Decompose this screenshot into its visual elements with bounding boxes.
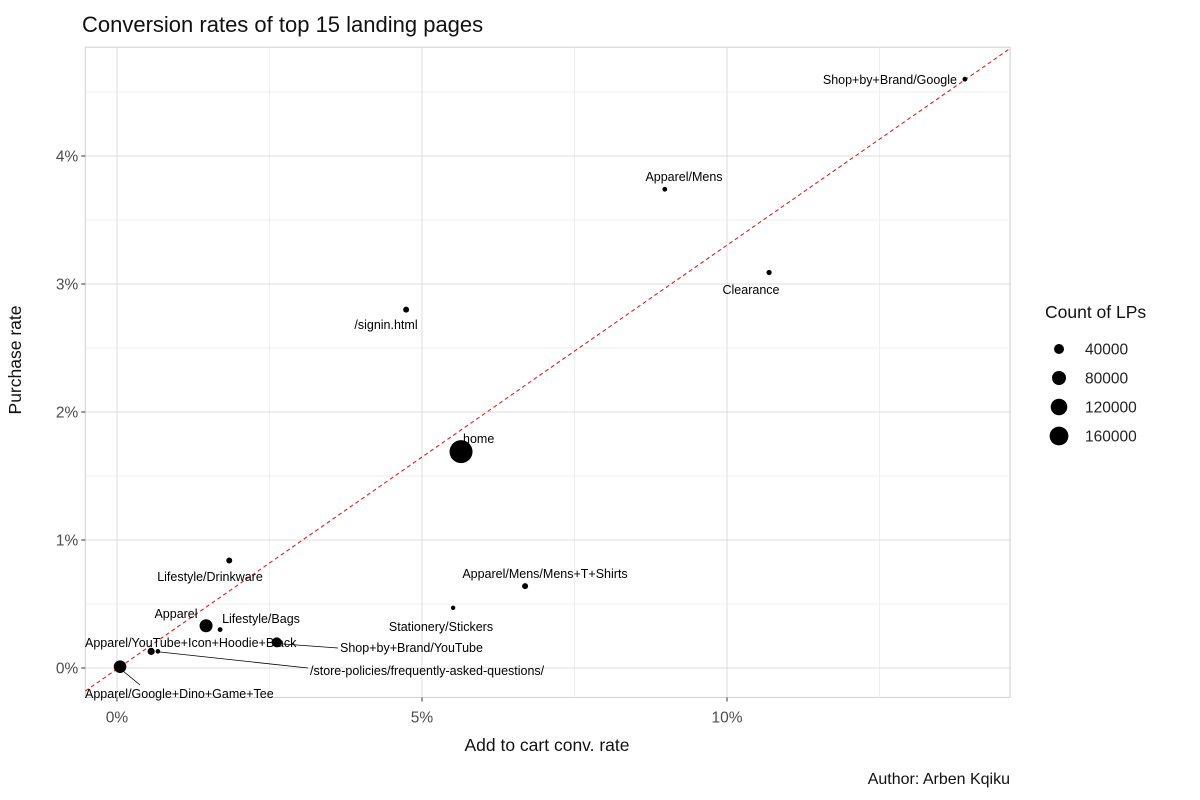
- data-point: [962, 76, 968, 82]
- legend-title: Count of LPs: [1045, 302, 1146, 322]
- data-point: [217, 627, 223, 632]
- y-axis-tick-label: 3%: [56, 277, 79, 294]
- data-point-label: Apparel/Mens: [645, 170, 722, 184]
- data-point-label: Lifestyle/Bags: [222, 612, 300, 626]
- data-point: [199, 619, 213, 633]
- legend-size-label: 40000: [1085, 342, 1128, 359]
- data-point: [226, 557, 233, 564]
- panel-background: [84, 46, 1011, 698]
- x-axis-tick-label: 10%: [711, 709, 742, 726]
- label-leader-line: [122, 670, 141, 686]
- y-axis-tick-label: 2%: [56, 405, 79, 422]
- data-point: [766, 269, 772, 276]
- label-leader-line: [159, 651, 309, 669]
- plot-panel: [84, 46, 1011, 698]
- data-point-label: Shop+by+Brand/Google: [823, 73, 957, 87]
- data-point: [522, 583, 529, 590]
- data-point: [403, 306, 410, 313]
- y-axis-title: Purchase rate: [5, 306, 25, 415]
- data-point-label: Clearance: [723, 283, 780, 297]
- chart-title: Conversion rates of top 15 landing pages: [82, 12, 483, 37]
- data-layer: 0% 5% 10% 0% 1% 2% 3% 4% Shop+by+Brand/Google App…: [56, 48, 1137, 726]
- data-point-label: Apparel/Google+Dino+Game+Tee: [85, 687, 274, 701]
- data-point-label: Apparel/YouTube+Icon+Hoodie+Black: [85, 636, 297, 650]
- legend-size-label: 80000: [1085, 371, 1128, 388]
- data-point-label: Lifestyle/Drinkware: [157, 570, 263, 584]
- author-credit: Author: Arben Kqiku: [868, 771, 1010, 788]
- data-point: [271, 637, 282, 648]
- legend-size-dot: [1054, 344, 1064, 354]
- x-axis-tick-label: 5%: [411, 709, 434, 726]
- legend-size-label: 160000: [1085, 429, 1137, 446]
- data-point-label: /signin.html: [354, 318, 417, 332]
- data-point: [147, 647, 155, 655]
- data-point-label: /store-policies/frequently-asked-questio…: [310, 664, 545, 678]
- data-point: [155, 649, 161, 654]
- y-axis-tick-label: 4%: [56, 149, 79, 166]
- data-point-label: home: [463, 432, 494, 446]
- data-point-label: Apparel: [154, 607, 197, 621]
- data-point: [662, 186, 668, 192]
- legend-size-dot: [1049, 426, 1069, 446]
- x-axis-tick-label: 0%: [106, 709, 129, 726]
- reference-line: [84, 48, 1011, 692]
- legend-size-label: 120000: [1085, 400, 1137, 417]
- data-point-label: Shop+by+Brand/YouTube: [340, 641, 483, 655]
- x-axis-title: Add to cart conv. rate: [464, 735, 629, 755]
- legend-size-dot: [1052, 371, 1066, 385]
- data-point: [450, 605, 456, 611]
- legend-size-dot: [1050, 398, 1068, 416]
- y-axis-tick-label: 0%: [56, 661, 79, 678]
- data-point-label: Apparel/Mens/Mens+T+Shirts: [462, 567, 627, 581]
- label-leader-line: [282, 643, 339, 649]
- y-axis-tick-label: 1%: [56, 533, 79, 550]
- data-point: [449, 440, 473, 464]
- data-point-label: Stationery/Stickers: [389, 620, 493, 634]
- data-point: [113, 660, 127, 674]
